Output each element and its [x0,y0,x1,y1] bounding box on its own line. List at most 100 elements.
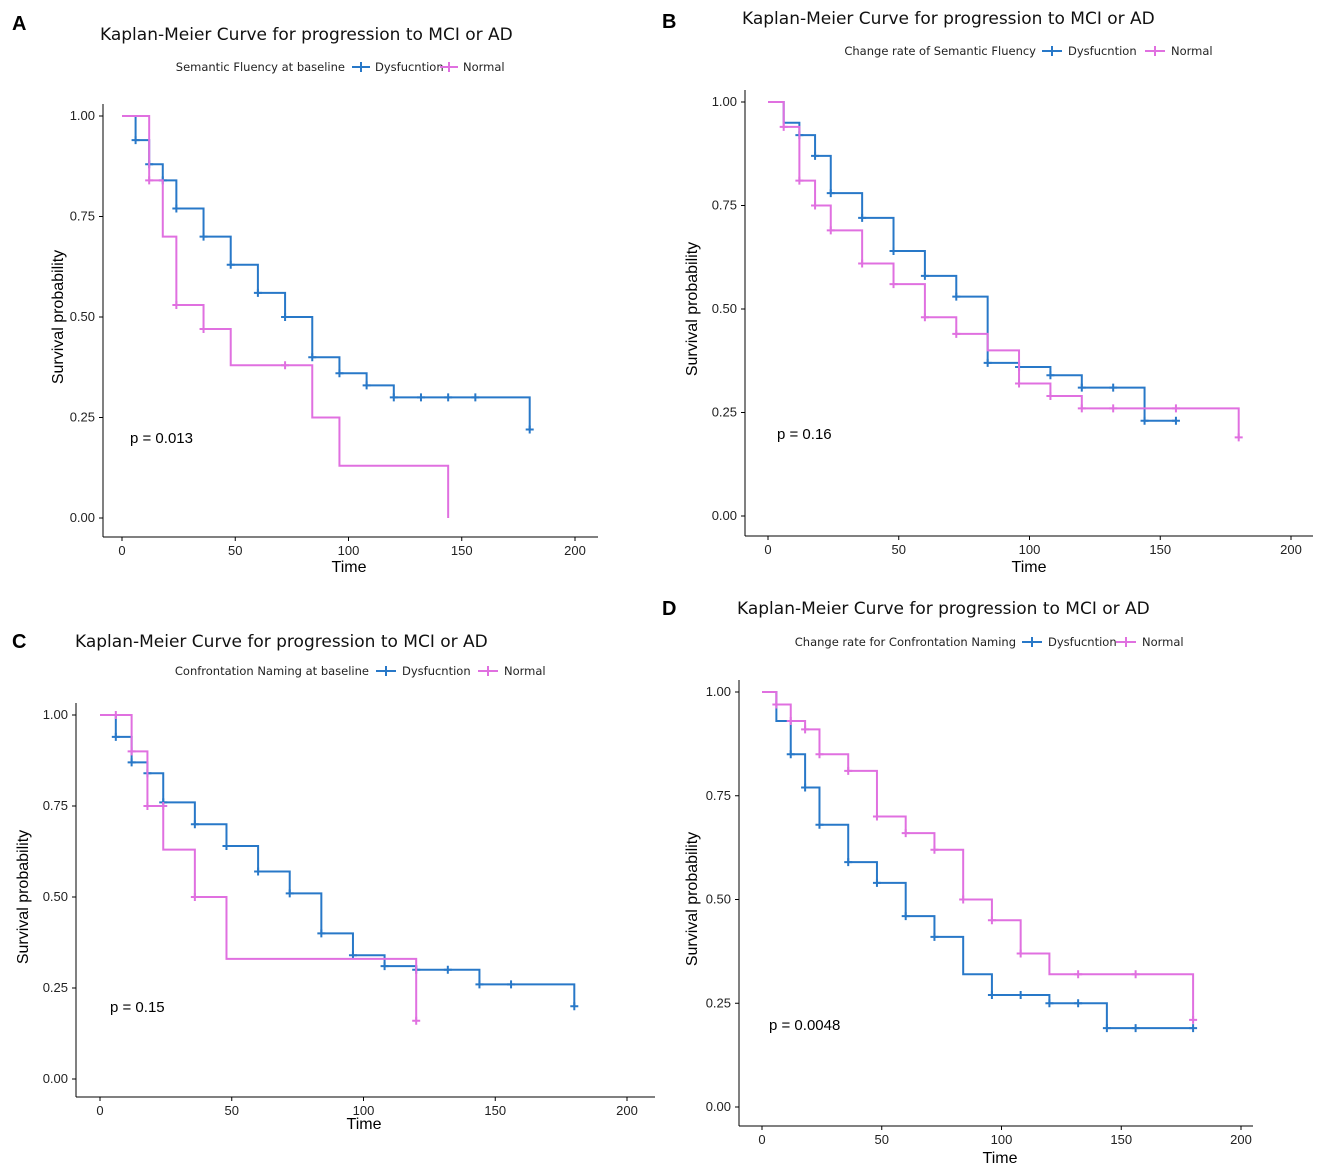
y-tick-label: 0.25 [70,410,95,425]
censor-mark [190,893,199,901]
y-axis-title: Survival probability [684,832,701,966]
y-tick-label: 0.75 [706,788,731,803]
censor-mark [1131,1024,1140,1033]
x-tick-label: 150 [484,1103,506,1118]
y-tick-label: 0.25 [43,980,68,995]
legend-label-dysfunction: Dysfucntion [1048,635,1117,649]
censor-mark [127,747,136,756]
censor-mark [525,425,534,434]
x-tick-label: 0 [764,542,771,557]
chart-title: Kaplan-Meier Curve for progression to MC… [737,599,1150,619]
x-tick-label: 50 [225,1103,239,1118]
km-curve-normal [768,101,1240,438]
y-axis-title: Survival probability [15,830,32,964]
legend-key-normal [478,666,498,676]
censor-mark [475,980,484,989]
censor-mark [1140,416,1149,425]
censor-mark [111,732,120,741]
chart-title: Kaplan-Meier Curve for progression to MC… [742,9,1155,29]
y-tick-label: 1.00 [712,94,737,109]
censor-mark [443,965,452,974]
censor-mark [1077,404,1086,413]
censor-mark [222,842,231,851]
legend-label-normal: Normal [463,60,505,74]
legend-label-dysfunction: Dysfucntion [402,664,471,678]
y-axis-title: Survival probability [50,250,67,384]
censor-mark [811,151,820,160]
censor-mark [901,912,910,921]
legend-key-normal [1116,637,1136,647]
x-tick-label: 150 [1110,1132,1132,1147]
censor-mark [1109,383,1118,392]
censor-mark [253,288,262,297]
legend-label-normal: Normal [1171,44,1213,58]
y-tick-label: 0.25 [712,405,737,420]
censor-mark [362,381,371,390]
x-tick-label: 50 [875,1132,889,1147]
censor-mark [987,990,996,999]
censor-mark [901,829,910,838]
censor-mark [199,325,208,334]
censor-mark [1016,949,1025,958]
censor-mark [416,393,425,402]
x-axis-title: Time [347,1116,382,1133]
p-value: p = 0.0048 [769,1017,840,1034]
censor-mark [1046,391,1055,400]
censor-mark [920,271,929,280]
censor-mark [507,980,516,989]
legend-label-normal: Normal [1142,635,1184,649]
legend-label-dysfunction: Dysfucntion [375,60,444,74]
censor-mark [1189,1015,1198,1024]
km-curve-dysfunction [768,101,1176,422]
legend-key-dysfunction [352,62,370,72]
censor-mark [111,711,120,719]
censor-mark [872,812,881,821]
x-tick-label: 0 [118,543,125,558]
x-tick-label: 0 [96,1103,103,1118]
x-tick-label: 100 [353,1103,375,1118]
legend-key-dysfunction [376,666,396,676]
censor-mark [826,189,835,198]
censor-mark [952,292,961,301]
censor-mark [317,929,326,938]
censor-mark [226,260,235,269]
km-curve-normal [762,691,1195,1020]
censor-mark [1189,1024,1198,1033]
panel-b: B Kaplan-Meier Curve for progression to … [662,9,1313,576]
censor-mark [983,358,992,367]
p-value: p = 0.16 [777,426,832,443]
censor-mark [815,750,824,759]
censor-mark [1077,383,1086,392]
censor-mark [844,858,853,867]
censor-mark [190,820,199,829]
censor-mark [1016,990,1025,999]
censor-mark [772,700,781,709]
panel-letter: A [12,13,26,35]
censor-mark [920,313,929,322]
legend-title: Change rate of Semantic Fluency [844,44,1036,58]
censor-mark [889,247,898,256]
y-axis-title: Survival probability [684,242,701,376]
x-tick-label: 200 [1280,542,1302,557]
y-tick-label: 1.00 [706,684,731,699]
panel-a: A Kaplan-Meier Curve for progression to … [12,13,598,576]
censor-mark [1171,404,1180,413]
censor-mark [1015,379,1024,388]
y-tick-label: 0.00 [712,508,737,523]
censor-mark [127,758,136,767]
y-tick-label: 0.50 [70,309,95,324]
y-tick-label: 0.50 [43,889,68,904]
km-curve-dysfunction [122,115,531,430]
chart-title: Kaplan-Meier Curve for progression to MC… [75,632,488,652]
censor-mark [131,136,140,145]
censor-mark [335,369,344,378]
panel-letter: C [12,631,26,653]
censor-mark [281,313,290,321]
x-tick-label: 200 [564,543,586,558]
censor-mark [1131,970,1140,979]
panel-letter: B [662,11,676,33]
censor-mark [1171,416,1180,425]
censor-mark [444,393,453,402]
x-tick-label: 200 [1230,1132,1252,1147]
